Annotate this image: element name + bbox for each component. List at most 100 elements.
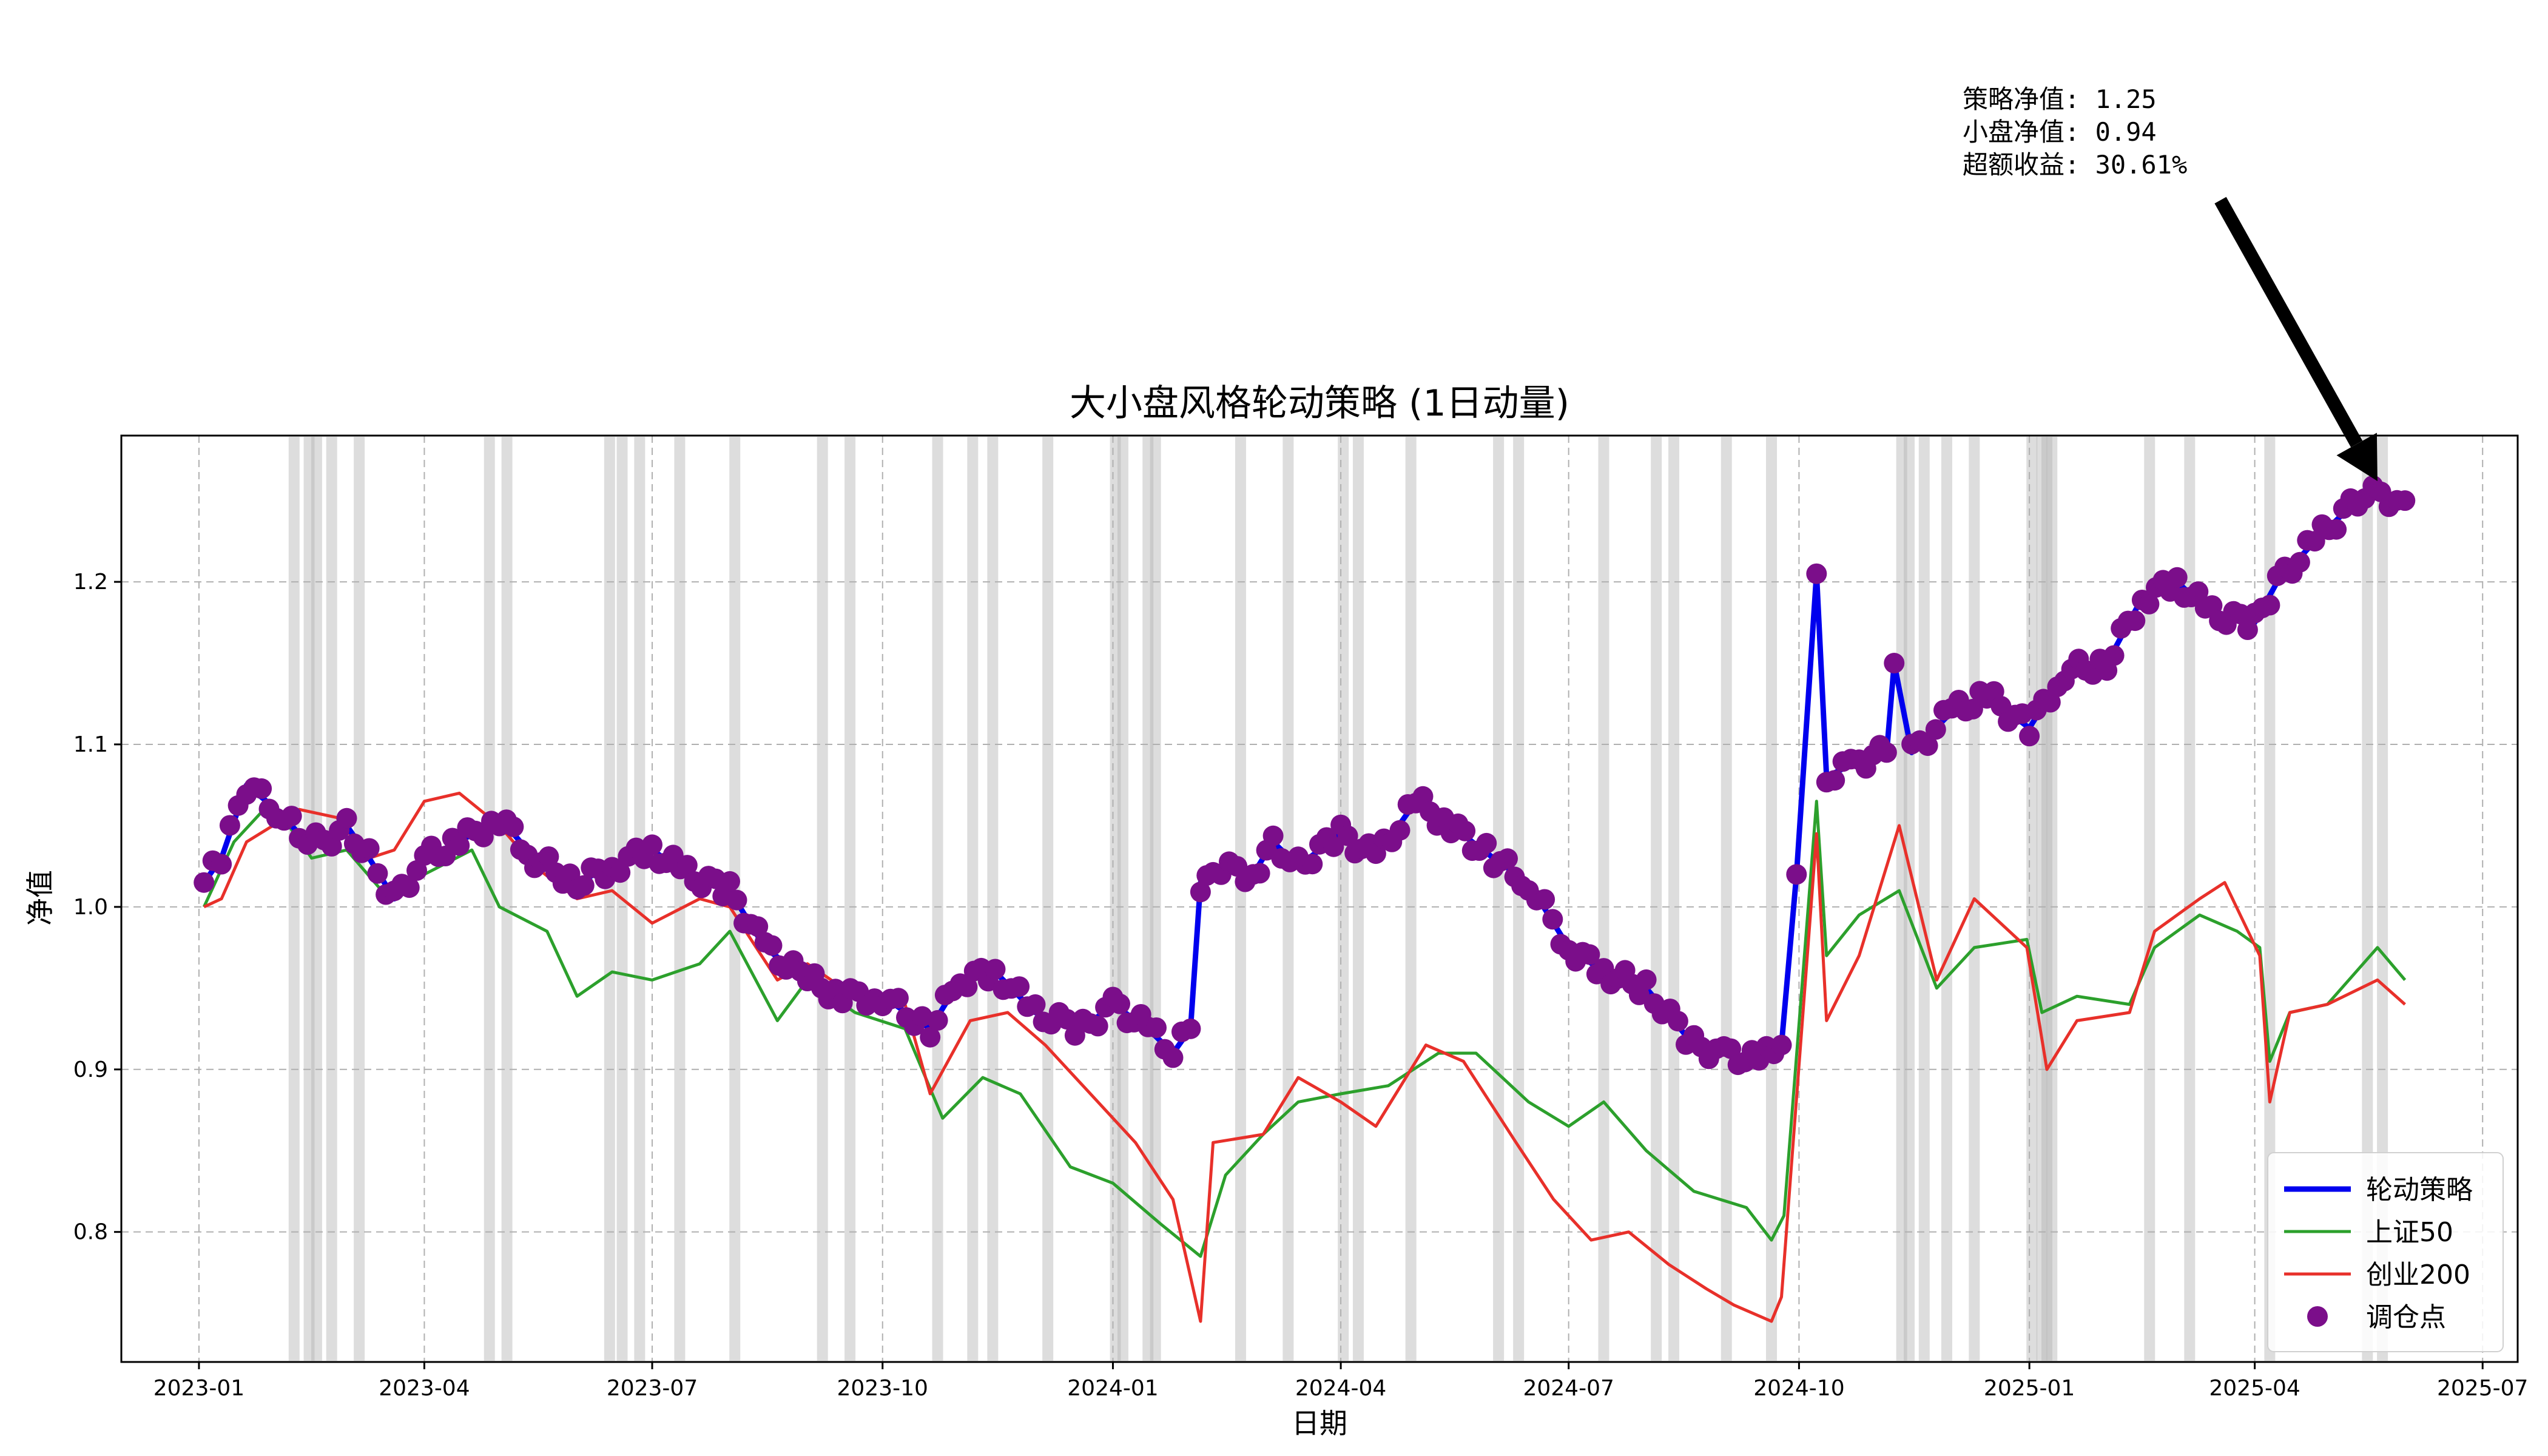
x-tick-label: 2024-10 <box>1753 1376 1844 1401</box>
rebalance-band <box>1405 437 1417 1361</box>
rebalance-point <box>927 1009 948 1031</box>
rebalance-point <box>1190 881 1211 903</box>
rebalance-point <box>435 846 456 866</box>
rebalance-point <box>1917 735 1938 757</box>
rebalance-band <box>501 437 513 1361</box>
grid <box>121 436 2518 1362</box>
rebalance-point <box>1771 1034 1792 1056</box>
rebalance-band <box>1338 437 1349 1361</box>
rebalance-band <box>1598 437 1609 1361</box>
rebalance-point <box>1497 848 1518 869</box>
rebalance-band <box>2362 437 2373 1361</box>
rebalance-band <box>1493 437 1505 1361</box>
rebalance-point <box>1056 1009 1077 1030</box>
x-axis-label: 日期 <box>1292 1407 1347 1440</box>
legend-label-rebalance: 调仓点 <box>2366 1302 2446 1333</box>
rebalance-band <box>634 437 645 1361</box>
annotation-line-2: 小盘净值: 0.94 <box>1963 117 2157 147</box>
rebalance-point <box>610 862 631 883</box>
rebalance-point <box>1110 993 1130 1014</box>
rebalance-point <box>1534 889 1555 910</box>
rebalance-point <box>761 935 783 956</box>
rebalance-point <box>1337 825 1358 846</box>
rebalance-band <box>303 437 315 1361</box>
rebalance-point <box>1824 770 1845 791</box>
rebalance-band <box>1941 437 1952 1361</box>
rebalance-point <box>1455 820 1476 841</box>
rebalance-point <box>449 835 470 856</box>
rebalance-band <box>1904 437 1915 1361</box>
rebalance-point <box>1925 719 1946 740</box>
rebalance-point <box>194 872 215 893</box>
rebalance-point <box>2138 593 2160 615</box>
rebalance-band <box>1282 437 1294 1361</box>
rebalance-band <box>2264 437 2276 1361</box>
legend-swatch-rebalance <box>2307 1306 2328 1327</box>
rebalance-band <box>967 437 979 1361</box>
rebalance-point <box>1806 563 1827 584</box>
rebalance-point <box>2326 519 2347 540</box>
x-tick-label: 2024-01 <box>1067 1376 1158 1401</box>
rebalance-band <box>1235 437 1246 1361</box>
rebalance-point <box>538 846 559 867</box>
y-axis-label: 净值 <box>24 870 56 926</box>
rebalance-point <box>888 988 909 1009</box>
rebalance-band <box>1352 437 1364 1361</box>
rebalance-point <box>985 959 1006 980</box>
rebalance-point <box>1025 994 1046 1015</box>
rebalance-point <box>2188 581 2209 602</box>
rebalance-band <box>2036 437 2048 1361</box>
y-tick-label: 1.0 <box>73 895 108 920</box>
legend: 轮动策略 上证50 创业200 调仓点 <box>2267 1152 2504 1352</box>
legend-label-strategy: 轮动策略 <box>2366 1175 2473 1205</box>
rebalance-point <box>1667 1011 1688 1032</box>
rebalance-point <box>1249 863 1270 884</box>
rebalance-point <box>503 816 524 837</box>
rebalance-band <box>1042 437 1054 1361</box>
rebalance-band <box>311 437 322 1361</box>
rebalance-point <box>1476 832 1497 854</box>
rebalance-point <box>1721 1038 1742 1059</box>
rebalance-point <box>1389 820 1410 841</box>
rebalance-point <box>747 916 769 937</box>
rebalance-point <box>251 778 272 799</box>
rebalance-point <box>367 863 388 884</box>
y-axis: 0.8 0.9 1.0 1.1 1.2 <box>73 570 121 1245</box>
x-tick-label: 2023-01 <box>153 1376 244 1401</box>
rebalance-band <box>987 437 999 1361</box>
y-tick-label: 0.9 <box>73 1057 108 1082</box>
rebalance-point <box>2125 610 2146 632</box>
rebalance-point <box>2103 645 2125 666</box>
rebalance-band <box>1651 437 1662 1361</box>
annotation-line-3: 超额收益: 30.61% <box>1963 150 2187 180</box>
rebalance-point <box>2289 551 2310 573</box>
rebalance-point <box>2237 619 2258 640</box>
rebalance-point <box>2202 595 2223 616</box>
rebalance-band <box>2144 437 2155 1361</box>
annotation-line-1: 策略净值: 1.25 <box>1963 84 2157 114</box>
rebalance-point <box>2304 531 2325 552</box>
rebalance-band <box>2046 437 2058 1361</box>
rebalance-point <box>1542 909 1563 930</box>
rebalance-band <box>1668 437 1680 1361</box>
x-tick-label: 2025-04 <box>2209 1376 2300 1401</box>
rebalance-point <box>1636 969 1657 990</box>
rebalance-point <box>1162 1047 1184 1068</box>
rebalance-point <box>1786 864 1807 885</box>
rebalance-point <box>2259 595 2280 616</box>
rebalance-point <box>1302 854 1323 875</box>
legend-label-sz50: 上证50 <box>2366 1217 2453 1248</box>
rebalance-point <box>399 877 420 898</box>
rebalance-point <box>2040 692 2061 713</box>
rebalance-band <box>288 437 300 1361</box>
rebalance-point <box>573 875 595 896</box>
rebalance-point <box>359 838 380 859</box>
rebalance-point <box>1009 976 1030 997</box>
rebalance-point <box>1876 742 1897 763</box>
annotation-arrow <box>2214 197 2363 448</box>
rebalance-band <box>1918 437 1930 1361</box>
rebalance-band <box>1150 437 1161 1361</box>
rebalance-band <box>604 437 615 1361</box>
rebalance-point <box>1262 825 1284 846</box>
